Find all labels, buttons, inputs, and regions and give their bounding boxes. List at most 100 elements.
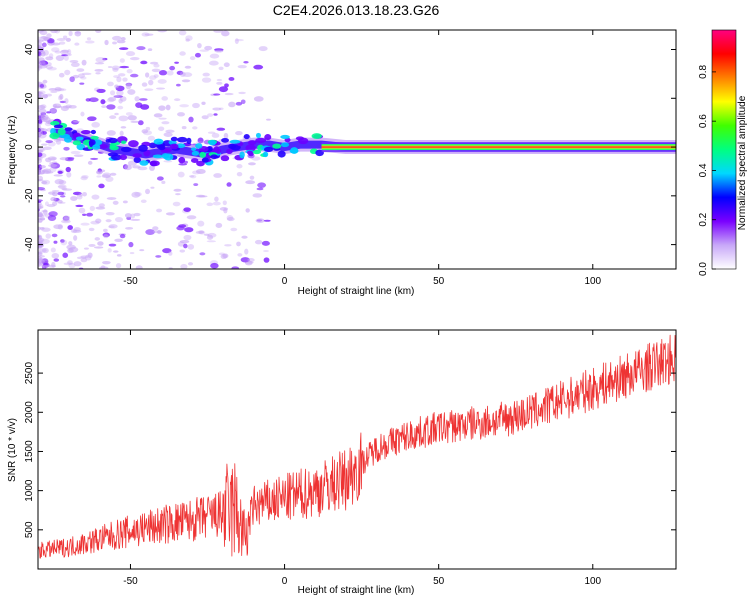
- heatmap-noise-cell: [193, 183, 199, 187]
- heatmap-noise-cell: [174, 61, 179, 64]
- heatmap-noise-cell: [38, 168, 41, 171]
- heatmap-noise-cell: [90, 157, 99, 160]
- heatmap-noise-cell: [136, 46, 146, 51]
- heatmap-signal-blob: [57, 128, 66, 136]
- heatmap-signal-blob: [128, 140, 139, 148]
- bottom-y-tick-label: 2000: [24, 401, 35, 424]
- heatmap-noise-cell: [248, 162, 256, 166]
- heatmap-noise-cell: [245, 208, 250, 213]
- heatmap-signal-blob: [243, 133, 250, 140]
- heatmap-noise-cell: [213, 113, 218, 116]
- heatmap-noise-cell: [100, 99, 106, 105]
- heatmap-signal-blob: [99, 144, 108, 149]
- heatmap-noise-cell: [63, 215, 70, 220]
- heatmap-noise-cell: [263, 250, 269, 253]
- heatmap-noise-cell: [213, 30, 223, 33]
- heatmap-noise-cell: [106, 130, 116, 136]
- heatmap-noise-cell: [80, 76, 87, 80]
- heatmap-noise-cell: [127, 89, 136, 95]
- heatmap-noise-cell: [188, 116, 194, 123]
- heatmap-noise-cell: [235, 131, 243, 136]
- heatmap-noise-cell: [48, 53, 54, 59]
- top-y-tick-label: 20: [24, 92, 35, 104]
- heatmap-noise-cell: [148, 79, 154, 86]
- heatmap-noise-cell: [226, 215, 234, 221]
- top-x-axis-label: Height of straight line (km): [298, 286, 415, 297]
- heatmap-noise-cell: [70, 196, 78, 201]
- heatmap-signal-blob: [226, 148, 233, 155]
- heatmap-noise-cell: [135, 265, 143, 269]
- heatmap-signal-blob: [216, 148, 222, 154]
- heatmap-noise-cell: [181, 79, 191, 83]
- heatmap-noise-cell: [38, 138, 42, 144]
- heatmap-signal-blob: [111, 154, 122, 161]
- heatmap-noise-cell: [38, 211, 43, 216]
- heatmap-noise-cell: [95, 218, 102, 224]
- heatmap-noise-cell: [118, 98, 123, 104]
- heatmap-noise-cell: [107, 65, 113, 69]
- heatmap-noise-cell: [54, 30, 61, 34]
- heatmap-noise-cell: [59, 100, 67, 104]
- heatmap-noise-cell: [38, 41, 43, 47]
- heatmap-noise-cell: [41, 210, 48, 213]
- top-x-tick-label: 100: [584, 276, 601, 287]
- top-y-tick-label: 40: [24, 44, 35, 56]
- colorbar-tick-label: 0.4: [698, 163, 709, 177]
- heatmap-signal-blob: [177, 136, 188, 143]
- heatmap-noise-cell: [184, 65, 192, 69]
- heatmap-signal-blob: [264, 134, 272, 141]
- heatmap-noise-cell: [189, 175, 195, 178]
- heatmap-noise-cell: [235, 39, 244, 42]
- heatmap-signal-blob: [148, 142, 157, 149]
- heatmap-noise-cell: [67, 260, 73, 265]
- heatmap-signal-blob: [133, 157, 142, 163]
- heatmap-noise-cell: [149, 75, 157, 80]
- heatmap-noise-cell: [183, 160, 188, 164]
- heatmap-noise-cell: [42, 146, 52, 150]
- heatmap-noise-cell: [65, 37, 71, 42]
- heatmap-noise-cell: [195, 141, 206, 144]
- heatmap-noise-cell: [122, 77, 128, 82]
- heatmap-noise-cell: [40, 131, 47, 135]
- heatmap-noise-cell: [59, 93, 64, 100]
- heatmap-noise-cell: [118, 115, 129, 122]
- heatmap-noise-cell: [105, 212, 115, 216]
- bottom-y-tick-label: 2500: [24, 362, 35, 385]
- heatmap-signal-blob: [92, 144, 101, 150]
- heatmap-noise-cell: [118, 73, 126, 77]
- heatmap-noise-cell: [108, 96, 117, 102]
- heatmap-noise-cell: [45, 140, 53, 144]
- heatmap-noise-cell: [38, 39, 44, 43]
- heatmap-noise-cell: [114, 84, 119, 89]
- top-y-tick-label: -20: [24, 188, 35, 203]
- heatmap-noise-cell: [116, 90, 124, 96]
- heatmap-noise-cell: [206, 240, 217, 243]
- heatmap-noise-cell: [112, 200, 119, 205]
- heatmap-signal-blob: [263, 146, 274, 153]
- heatmap-signal-blob: [120, 140, 127, 145]
- heatmap-noise-cell: [48, 164, 58, 168]
- heatmap-noise-cell: [109, 172, 117, 176]
- heatmap-signal-blob: [201, 157, 209, 163]
- heatmap-noise-cell: [38, 172, 45, 175]
- heatmap-noise-cell: [195, 194, 206, 198]
- heatmap-noise-cell: [119, 130, 124, 137]
- heatmap-noise-cell: [91, 121, 100, 128]
- heatmap-noise-cell: [169, 65, 176, 71]
- heatmap-signal-blob: [139, 160, 149, 166]
- heatmap-noise-cell: [192, 126, 198, 130]
- heatmap-noise-cell: [73, 235, 78, 241]
- heatmap-noise-cell: [133, 212, 141, 217]
- heatmap-noise-cell: [166, 70, 174, 76]
- heatmap-noise-cell: [199, 252, 206, 256]
- heatmap-signal-blob: [311, 133, 323, 139]
- heatmap-noise-cell: [140, 199, 147, 204]
- colorbar: [711, 29, 737, 270]
- heatmap-noise-cell: [243, 61, 249, 64]
- heatmap-noise-cell: [218, 66, 224, 71]
- bottom-x-tick-label: 0: [282, 576, 288, 587]
- heatmap-noise-cell: [215, 222, 223, 228]
- heatmap-noise-cell: [226, 182, 232, 187]
- heatmap-noise-cell: [182, 72, 193, 78]
